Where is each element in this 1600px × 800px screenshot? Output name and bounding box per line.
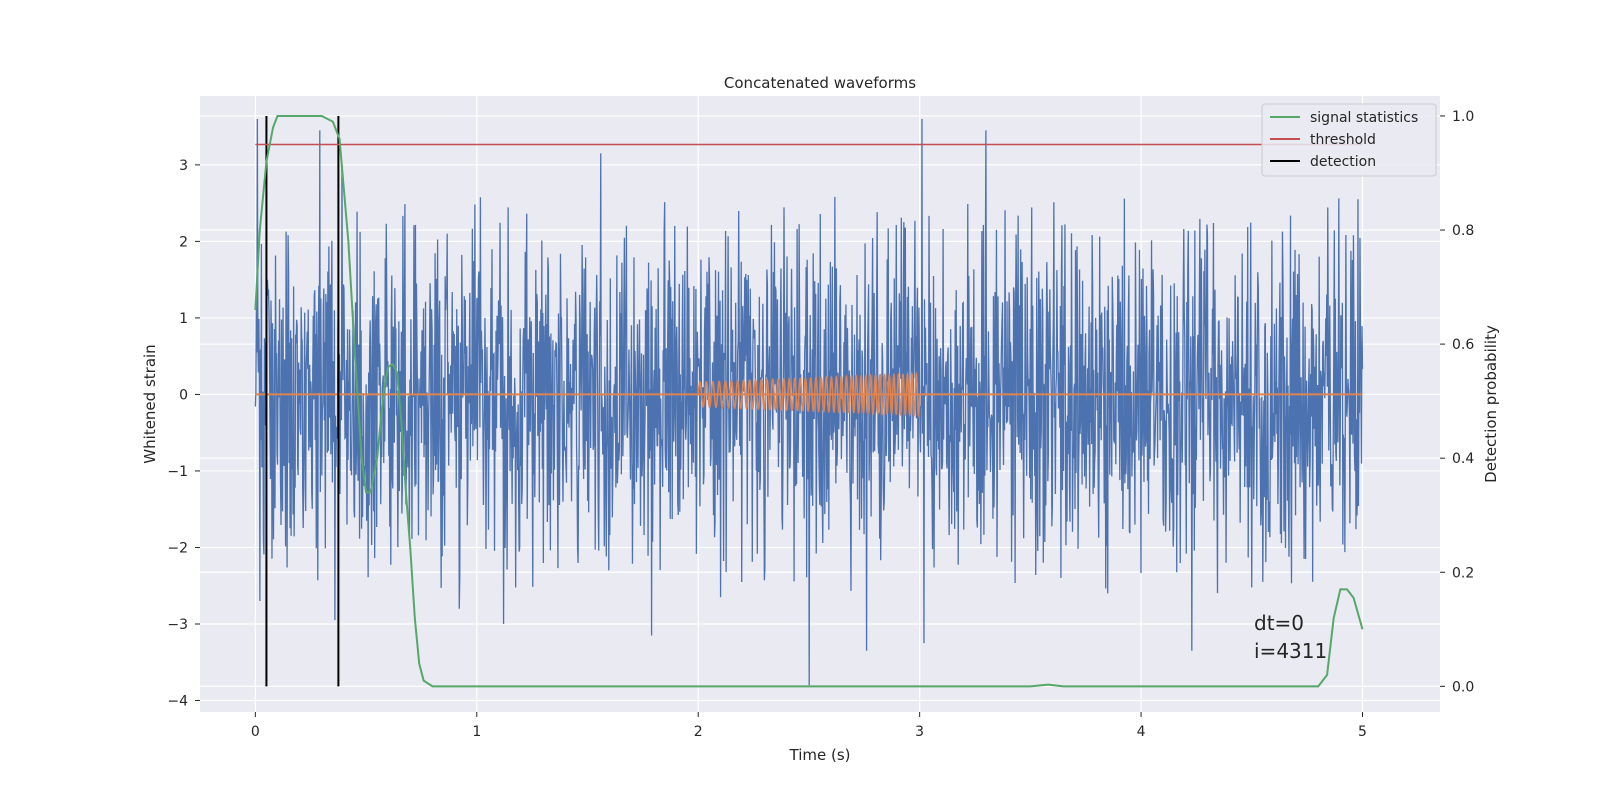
y-tick-label-5: 1 <box>179 311 188 327</box>
y-right-tick-label-2: 0.4 <box>1452 451 1474 467</box>
detections <box>265 115 340 687</box>
annotation-dt: dt=0 <box>1254 611 1304 635</box>
legend-item-signal-statistics: signal statistics <box>1270 110 1418 126</box>
x-tick-label-4: 4 <box>1137 724 1146 740</box>
legend-label-signal-statistics: signal statistics <box>1310 110 1418 126</box>
y-tick-label-2: −2 <box>167 540 188 556</box>
y-tick-label-6: 2 <box>179 234 188 250</box>
x-tick-label-0: 0 <box>251 724 260 740</box>
y-right-tick-label-4: 0.8 <box>1452 223 1474 239</box>
legend-label-threshold: threshold <box>1310 132 1376 148</box>
legend-box <box>1261 103 1437 177</box>
x-tick-label-1: 1 <box>472 724 481 740</box>
y-tick-label-7: 3 <box>179 158 188 174</box>
annotation: dt=0 i=4311 <box>1254 611 1327 663</box>
legend: signal statistics threshold detection <box>1261 103 1437 177</box>
legend-label-detection: detection <box>1310 154 1376 170</box>
y-right-axis-label: Detection probability <box>1482 325 1500 483</box>
y-right-axis-ticks: 0.0 0.2 0.4 0.6 0.8 1.0 <box>1440 109 1474 695</box>
x-axis-ticks: 0 1 2 3 4 5 <box>251 712 1367 740</box>
y-axis-label: Whitened strain <box>141 344 159 463</box>
y-tick-label-1: −3 <box>167 617 188 633</box>
legend-item-threshold: threshold <box>1270 132 1376 148</box>
x-tick-label-2: 2 <box>694 724 703 740</box>
strain-series <box>254 118 1364 686</box>
x-tick-label-5: 5 <box>1358 724 1367 740</box>
y-tick-label-3: −1 <box>167 464 188 480</box>
y-right-tick-label-3: 0.6 <box>1452 337 1474 353</box>
waveform-series <box>697 371 921 418</box>
y-right-tick-label-1: 0.2 <box>1452 565 1474 581</box>
x-axis-label: Time (s) <box>789 746 851 764</box>
y-right-tick-label-0: 0.0 <box>1452 679 1474 695</box>
y-right-tick-label-5: 1.0 <box>1452 109 1474 125</box>
signal-statistics-series <box>254 114 1364 688</box>
y-tick-label-4: 0 <box>179 387 188 403</box>
chart-title: Concatenated waveforms <box>724 74 916 92</box>
y-tick-label-0: −4 <box>167 694 188 710</box>
y-axis-ticks: −4 −3 −2 −1 0 1 2 3 <box>167 158 200 710</box>
x-tick-label-3: 3 <box>915 724 924 740</box>
legend-item-detection: detection <box>1270 154 1376 170</box>
annotation-i: i=4311 <box>1254 639 1327 663</box>
